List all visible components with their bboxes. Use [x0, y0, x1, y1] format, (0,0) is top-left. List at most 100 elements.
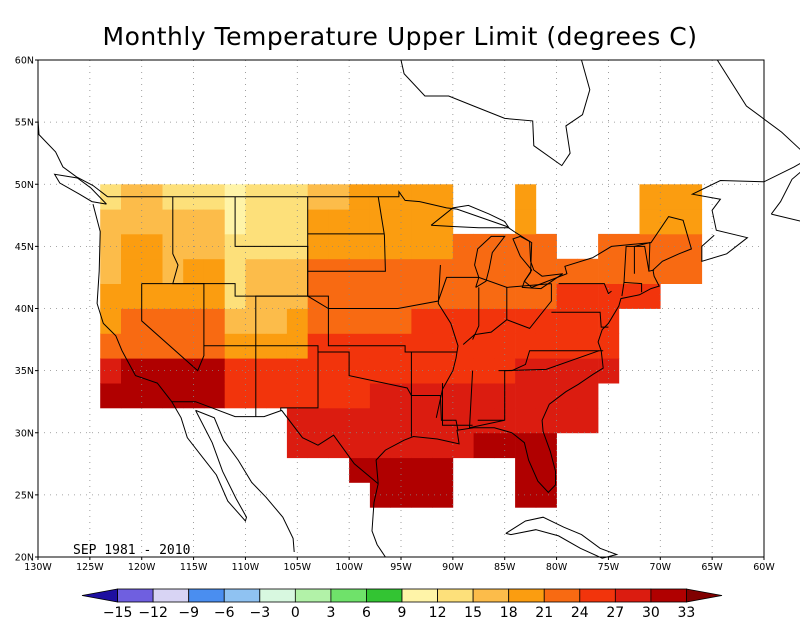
lat-tick-label: 60N	[15, 56, 34, 67]
temperature-cell	[515, 482, 537, 508]
state-lines-west-2	[141, 196, 205, 372]
temperature-cell	[183, 358, 205, 384]
canada-west-coast	[37, 119, 108, 198]
temperature-cell	[535, 358, 557, 384]
temperature-cell	[473, 358, 495, 384]
temperature-cell	[411, 258, 433, 284]
lake-huron-erie	[512, 235, 564, 290]
temperature-cell	[556, 333, 578, 359]
temperature-cell	[494, 258, 516, 284]
temperature-cell	[390, 358, 412, 384]
temperature-cell	[307, 233, 329, 260]
temperature-cell	[598, 333, 620, 359]
temperature-cell	[494, 432, 516, 459]
temperature-cell	[100, 308, 122, 334]
temperature-cell	[411, 308, 433, 334]
temperature-cell	[121, 283, 143, 309]
temperature-cell	[100, 258, 122, 284]
lat-tick-label: 45N	[15, 242, 34, 253]
lon-tick-label: 130W	[24, 562, 52, 573]
colorbar-label: 15	[464, 605, 482, 618]
temperature-cell	[452, 383, 474, 409]
lat-tick-label: 25N	[15, 490, 34, 501]
temperature-cell	[639, 283, 661, 309]
temperature-cell	[224, 258, 246, 284]
lon-tick-label: 80W	[546, 562, 568, 573]
temperature-cell	[432, 308, 454, 334]
lon-tick-label: 125W	[76, 562, 104, 573]
lon-tick-label: 70W	[650, 562, 672, 573]
temperature-cell	[411, 184, 433, 210]
colorbar-label: −9	[178, 605, 199, 618]
temperature-cell	[535, 407, 557, 434]
temperature-cell	[515, 383, 537, 409]
temperature-cell	[203, 209, 225, 235]
temperature-cell	[452, 258, 474, 284]
colorbar-label: −3	[249, 605, 270, 618]
lon-tick-label: 100W	[335, 562, 363, 573]
temperature-cell	[203, 258, 225, 284]
temperature-cell	[203, 308, 225, 334]
temperature-cell	[515, 184, 537, 210]
colorbar-swatch	[330, 588, 367, 603]
temperature-cell	[473, 333, 495, 359]
temperature-cell	[100, 383, 122, 409]
axis-ticks: 130W 125W 120W 115W 110W 105W 100W 95W 90W 85W 80W…	[15, 56, 776, 574]
temperature-cell	[121, 333, 143, 359]
temperature-cell	[411, 358, 433, 384]
temperature-cell	[411, 432, 433, 459]
temperature-cell	[307, 308, 329, 334]
temperature-cell	[556, 258, 578, 284]
temperature-cell	[411, 482, 433, 508]
temperature-cell	[432, 209, 454, 235]
temperature-cell	[141, 209, 163, 235]
temperature-cell	[432, 432, 454, 459]
state-lines-southeast	[468, 350, 600, 429]
temperature-cell	[452, 407, 474, 434]
newfoundland	[770, 171, 800, 222]
colorbar-swatch	[223, 588, 261, 603]
temperature-cell	[390, 258, 412, 284]
state-lines-plains-2	[307, 196, 386, 272]
temperature-cell	[121, 233, 143, 260]
colorbar-label: 6	[362, 605, 371, 618]
temperature-cell	[349, 209, 371, 235]
temperature-cell	[598, 258, 620, 284]
temperature-cell	[245, 209, 267, 235]
colorbar-label: −6	[214, 605, 235, 618]
period-label: SEP 1981 - 2010	[73, 543, 190, 558]
temperature-cell	[369, 457, 391, 483]
temperature-cell	[535, 457, 557, 483]
lon-tick-label: 120W	[128, 562, 156, 573]
lon-tick-label: 85W	[494, 562, 516, 573]
temperature-cell	[535, 333, 557, 359]
baja-california	[171, 401, 248, 523]
temperature-cell	[515, 209, 537, 235]
temperature-cell	[515, 407, 537, 434]
temperature-cell	[286, 358, 308, 384]
temperature-cell	[452, 308, 474, 334]
temperature-cell	[535, 258, 557, 284]
temperature-cell	[681, 184, 703, 210]
temperature-cell	[556, 383, 578, 409]
temperature-cell	[349, 432, 371, 459]
temperature-cell	[535, 383, 557, 409]
lon-tick-label: 75W	[598, 562, 620, 573]
lake-michigan	[474, 235, 506, 288]
us-canada-border	[107, 190, 594, 288]
temperature-cell	[535, 283, 557, 309]
temperature-cell	[183, 283, 205, 309]
lat-tick-label: 35N	[15, 366, 34, 377]
temperature-cell	[100, 283, 122, 309]
temperature-cell	[328, 432, 350, 459]
temperature-cell	[556, 358, 578, 384]
temperature-cell	[411, 333, 433, 359]
temperature-cell	[183, 209, 205, 235]
temperature-cell	[162, 283, 184, 309]
state-lines-mississippi	[435, 264, 459, 418]
temperature-cell	[349, 283, 371, 309]
temperature-cell	[390, 184, 412, 210]
temperature-cell	[473, 432, 495, 459]
map-title: Monthly Temperature Upper Limit (degrees…	[102, 22, 698, 51]
colorbar-arrow-high	[686, 588, 723, 603]
